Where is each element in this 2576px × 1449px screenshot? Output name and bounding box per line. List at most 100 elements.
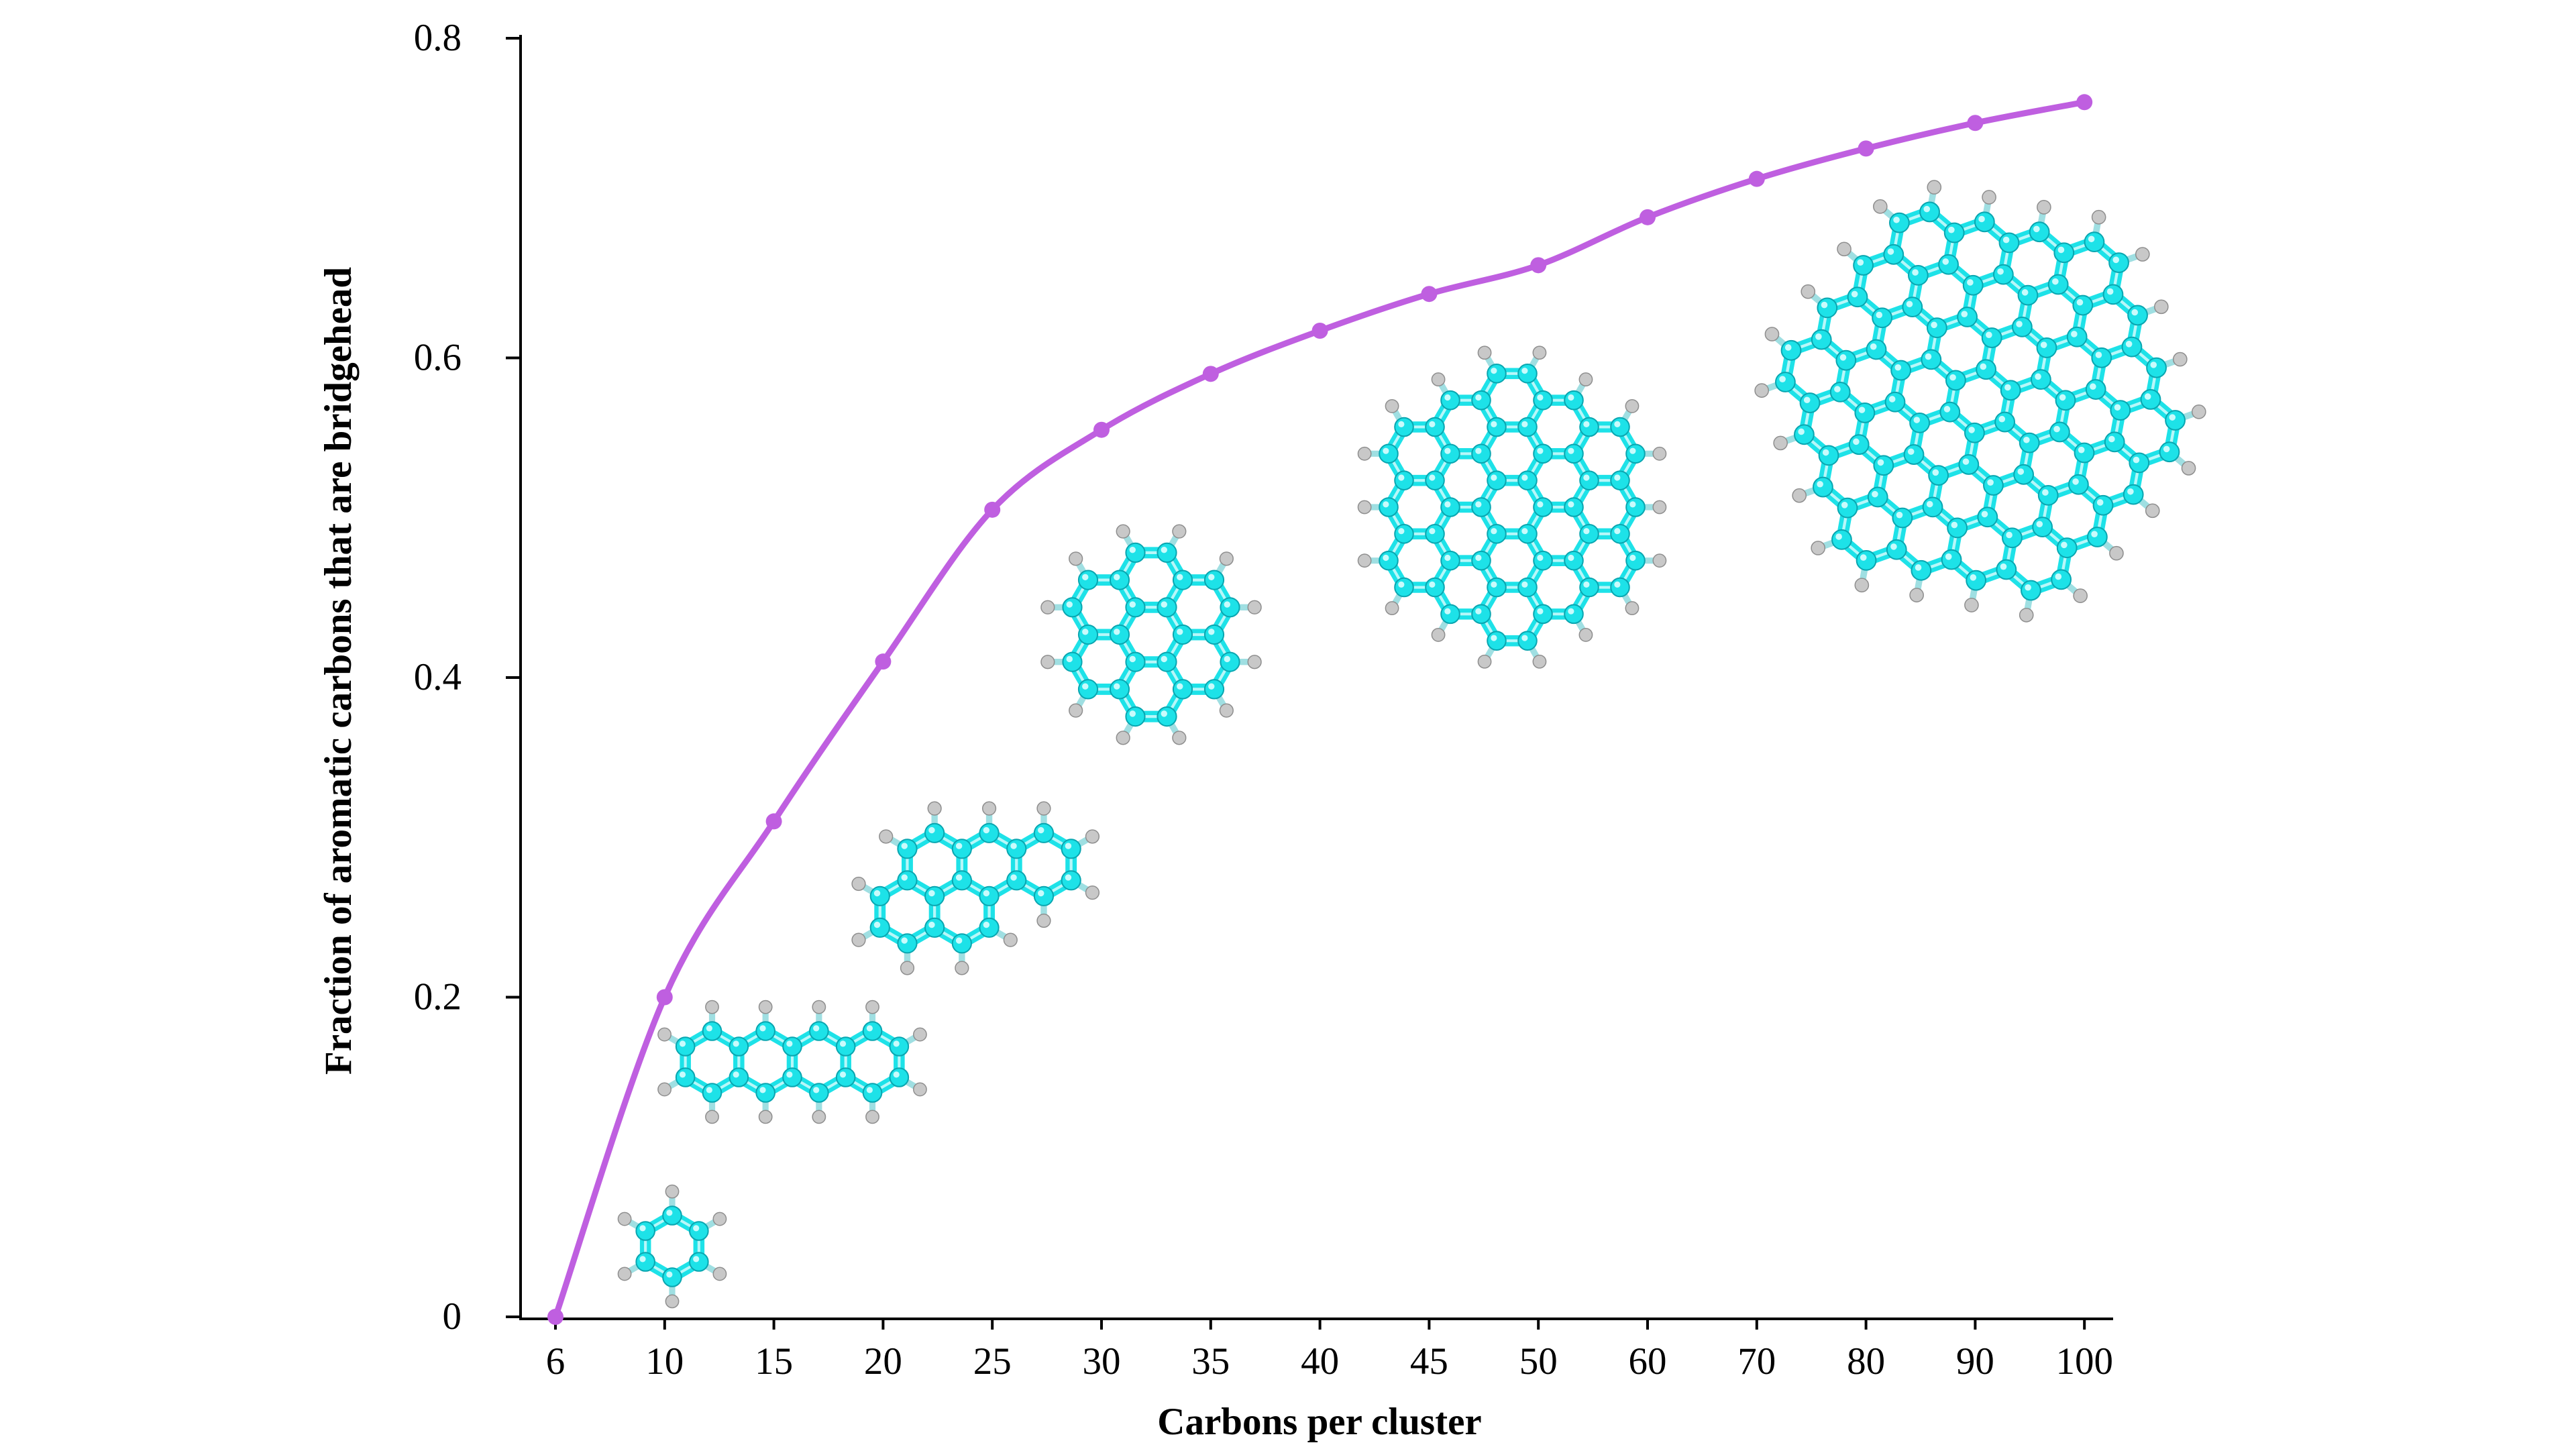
carbon-atom <box>1440 390 1460 411</box>
carbon-atom-highlight <box>1491 581 1497 588</box>
carbon-atom-highlight <box>2127 488 2134 495</box>
carbon-atom-highlight <box>1568 608 1574 614</box>
x-tick-label: 20 <box>864 1340 902 1383</box>
carbon-atom-highlight <box>1614 474 1621 481</box>
carbon-atom-highlight <box>639 1225 646 1232</box>
carbon-atom <box>924 885 945 906</box>
hydrogen-atom <box>1357 500 1372 515</box>
hydrogen-atom <box>712 1267 727 1281</box>
carbon-atom <box>689 1221 709 1241</box>
carbon-atom <box>1394 470 1414 490</box>
carbon-atom-highlight <box>1208 629 1215 635</box>
hydrogen-atom <box>1532 345 1547 360</box>
carbon-atom-highlight <box>2106 288 2114 295</box>
data-point <box>1311 322 1328 339</box>
data-point <box>984 501 1001 518</box>
hydrogen-atom <box>1754 383 1769 398</box>
carbon-atom-highlight <box>1851 290 1858 298</box>
carbon-atom-highlight <box>1583 528 1590 535</box>
carbon-atom <box>1921 349 1942 370</box>
carbon-atom <box>862 1083 883 1103</box>
carbon-atom <box>1077 570 1099 590</box>
carbon-atom <box>1981 327 2002 348</box>
carbon-atom <box>1974 211 1995 233</box>
c96-pah-icon <box>1754 180 2206 623</box>
data-point <box>2076 94 2093 111</box>
carbon-atom-highlight <box>901 874 908 881</box>
hydrogen-atom <box>1625 601 1640 615</box>
carbon-atom-highlight <box>1177 629 1183 635</box>
carbon-atom-highlight <box>1915 564 1922 571</box>
carbon-atom <box>2072 294 2094 316</box>
carbon-atom <box>675 1036 696 1057</box>
carbon-atom-highlight <box>1961 311 1968 317</box>
carbon-atom-highlight <box>1834 386 1841 392</box>
carbon-atom-highlight <box>1986 331 1992 339</box>
carbon-atom-highlight <box>873 890 881 897</box>
hydrogen-atom <box>1003 932 1018 947</box>
hydrogen-atom <box>1385 601 1399 615</box>
carbon-atom-highlight <box>1925 353 1932 360</box>
carbon-atom-highlight <box>1537 394 1544 401</box>
carbon-atom-highlight <box>2002 236 2010 244</box>
carbon-atom <box>1203 624 1225 645</box>
carbon-atom-highlight <box>1906 301 1913 308</box>
carbon-atom-highlight <box>1629 447 1636 454</box>
carbon-atom-highlight <box>2017 468 2025 475</box>
carbon-atom-highlight <box>1065 843 1072 849</box>
carbon-atom-highlight <box>1129 601 1136 608</box>
carbon-atom <box>782 1036 802 1057</box>
carbon-atom <box>1157 651 1177 672</box>
carbon-atom <box>869 885 890 906</box>
carbon-atom-highlight <box>1398 528 1405 535</box>
carbon-atom <box>1062 651 1083 672</box>
carbon-atom-highlight <box>1082 574 1089 581</box>
carbon-atom-highlight <box>1926 500 1933 508</box>
carbon-atom <box>1992 264 2014 285</box>
carbon-atom-highlight <box>1398 474 1405 481</box>
carbon-atom-highlight <box>893 1071 900 1078</box>
carbon-atom-highlight <box>1948 226 1955 233</box>
carbon-atom <box>1837 497 1858 519</box>
carbon-atom-highlight <box>983 826 990 834</box>
carbon-atom-highlight <box>1161 546 1167 553</box>
carbon-atom <box>1939 401 1961 423</box>
carbon-atom-highlight <box>1568 501 1574 508</box>
carbon-atom-highlight <box>1894 364 1902 371</box>
carbon-atom <box>1471 550 1491 571</box>
carbon-atom-highlight <box>1815 333 1822 340</box>
carbon-atom-highlight <box>1822 449 1829 456</box>
hydrogen-atom <box>1801 284 1816 299</box>
carbon-atom <box>2055 390 2076 411</box>
carbon-atom <box>2037 484 2059 506</box>
carbon-atom <box>2084 231 2105 252</box>
hydrogen-atom <box>927 801 942 816</box>
carbon-atom <box>1487 364 1507 384</box>
carbon-atom-highlight <box>1998 415 2006 423</box>
hydrogen-atom <box>1964 598 1979 612</box>
carbon-atom-highlight <box>1912 269 1919 276</box>
carbon-atom-highlight <box>2169 414 2176 421</box>
carbon-atom <box>1157 597 1177 618</box>
carbon-atom <box>1077 624 1099 645</box>
carbon-atom <box>1517 417 1538 437</box>
hydrogen-atom <box>1927 180 1942 195</box>
carbon-atom-highlight <box>1896 511 1903 519</box>
carbon-atom <box>1471 604 1491 625</box>
hydrogen-atom <box>1172 524 1187 539</box>
carbon-atom-highlight <box>1161 655 1167 663</box>
x-tick-label: 30 <box>1083 1340 1121 1383</box>
carbon-atom <box>2074 442 2095 464</box>
carbon-atom <box>689 1252 709 1272</box>
carbon-atom-highlight <box>1082 629 1089 635</box>
carbon-atom <box>1125 542 1146 563</box>
carbon-atom-highlight <box>1010 843 1017 849</box>
carbon-atom <box>2068 474 2089 495</box>
carbon-atom <box>1425 417 1445 437</box>
hydrogen-atom <box>1085 885 1100 900</box>
carbon-atom <box>1775 372 1796 392</box>
hydrogen-atom <box>900 961 915 975</box>
carbon-atom <box>1425 577 1445 598</box>
carbon-atom-highlight <box>1161 601 1167 608</box>
carbon-atom-highlight <box>1981 511 1988 518</box>
